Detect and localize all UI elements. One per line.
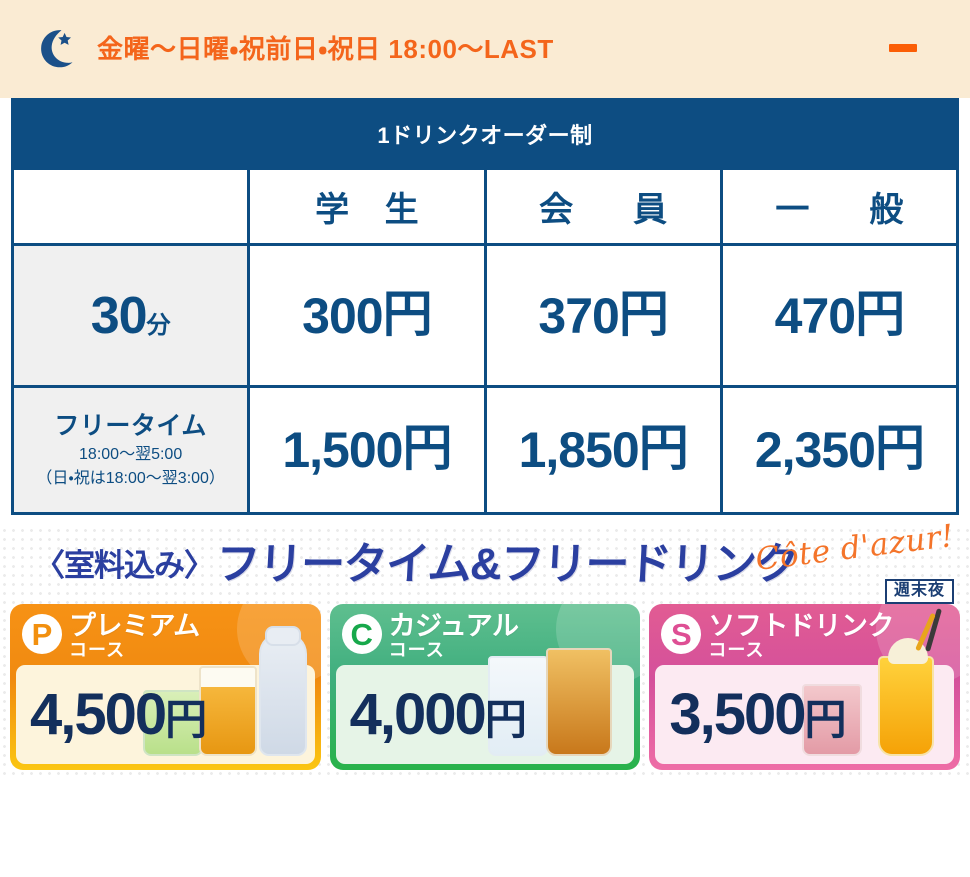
price-cell-freetime-general: 2,350円 (719, 385, 960, 515)
column-header-general: 一 般 (719, 167, 960, 246)
header-title: 金曜〜日曜・祝前日・祝日 18:00〜LAST (97, 34, 554, 64)
course-price: 4,000円 (350, 685, 527, 744)
column-header-blank (10, 167, 251, 246)
course-card-header: C カジュアル コース (330, 604, 641, 684)
course-badge-p: P (22, 614, 62, 654)
course-price-value: 4,500 (30, 681, 167, 747)
row-label-freetime: フリータイム 18:00〜翌5:00 （日・祝は18:00〜翌3:00） (10, 385, 251, 515)
course-badge-s: S (661, 614, 702, 654)
row-label-30min-unit: 分 (146, 311, 171, 339)
course-name: プレミアム (69, 611, 200, 641)
beer-glass-icon (198, 666, 257, 756)
price-table-wrapper: 1ドリンクオーダー制 学 生 会 員 一 般 30分 300円 370円 (0, 98, 970, 515)
promo-headline-bracket: 〈室料込み〉 (34, 547, 215, 583)
course-name: ソフトドリンク (708, 611, 894, 641)
price-value: 370 (538, 287, 619, 344)
course-price: 3,500円 (669, 685, 847, 744)
price-value: 300 (302, 287, 383, 344)
course-price-yen: 円 (804, 695, 847, 743)
price-unit: 円 (402, 420, 452, 476)
price-cell-freetime-member: 1,850円 (483, 385, 723, 515)
price-unit: 円 (874, 420, 925, 476)
column-header-member: 会 員 (483, 167, 723, 246)
mango-float-glass-icon (878, 656, 935, 756)
promo-banner: 〈室料込み〉 フリータイム&フリードリンク Côte d'azur! 週末夜 P… (0, 518, 970, 780)
row-label-freetime-subline-1: 18:00〜翌5:00 (79, 446, 183, 464)
course-card-body: 4,500円 (16, 626, 315, 764)
row-label-30min-value: 30 (90, 286, 148, 345)
course-card-premium[interactable]: P プレミアム コース 4,500円 (10, 604, 321, 770)
cote-dazur-logo: Côte d'azur! (753, 517, 956, 578)
table-header-row: 学 生 会 員 一 般 (10, 167, 960, 246)
price-cell-30min-general: 470円 (719, 243, 960, 388)
course-card-header: S ソフトドリンク コース (649, 604, 961, 684)
promo-headline: 〈室料込み〉 フリータイム&フリードリンク Côte d'azur! 週末夜 (0, 518, 970, 604)
course-subtitle: コース (708, 639, 765, 660)
price-value: 2,350 (754, 422, 876, 478)
table-banner-row: 1ドリンクオーダー制 (11, 98, 959, 170)
course-card-body: 4,000円 (335, 648, 635, 764)
schedule-header-bar[interactable]: 金曜〜日曜・祝前日・祝日 18:00〜LAST (0, 0, 970, 98)
brand-logo-block: Côte d'azur! 週末夜 (754, 518, 956, 604)
course-card-soft-drink[interactable]: S ソフトドリンク コース 3,500円 (649, 604, 961, 770)
price-unit: 円 (638, 420, 689, 476)
price-value: 470 (774, 287, 856, 344)
crescent-moon-star-icon (41, 30, 73, 68)
course-price-yen: 円 (484, 695, 527, 743)
oolong-highball-mug-icon (546, 648, 613, 756)
course-price-value: 4,000 (349, 681, 487, 747)
one-drink-order-banner: 1ドリンクオーダー制 (11, 98, 959, 170)
column-header-student: 学 生 (247, 167, 487, 246)
course-subtitle: コース (388, 639, 445, 660)
course-card-body: 3,500円 (655, 608, 955, 764)
price-unit: 円 (382, 285, 433, 342)
course-header-text: プレミアム コース (69, 611, 200, 660)
price-unit: 円 (855, 285, 905, 342)
row-label-freetime-subline-2: （日・祝は18:00〜翌3:00） (36, 469, 225, 487)
table-row: フリータイム 18:00〜翌5:00 （日・祝は18:00〜翌3:00） 1,5… (10, 385, 960, 515)
course-subtitle: コース (69, 639, 126, 660)
price-value: 1,500 (282, 422, 403, 478)
course-price-yen: 円 (165, 695, 208, 743)
course-price-value: 3,500 (669, 681, 806, 747)
table-row: 30分 300円 370円 470円 (10, 243, 960, 388)
course-card-header: P プレミアム コース (10, 604, 321, 684)
course-badge-c: C (341, 614, 382, 654)
course-price: 4,500円 (30, 685, 208, 744)
promo-headline-main: フリータイム&フリードリンク (214, 540, 800, 589)
price-value: 1,850 (518, 422, 640, 478)
price-cell-30min-member: 370円 (483, 243, 723, 388)
course-name: カジュアル (388, 611, 519, 641)
weekend-night-badge: 週末夜 (884, 579, 954, 604)
course-header-text: ソフトドリンク コース (708, 611, 894, 660)
collapse-minus-icon[interactable] (889, 44, 917, 52)
course-card-casual[interactable]: C カジュアル コース 4,000円 (329, 604, 641, 770)
price-table: 1ドリンクオーダー制 学 生 会 員 一 般 30分 300円 370円 (10, 98, 960, 515)
course-header-text: カジュアル コース (388, 611, 519, 660)
course-card-list: P プレミアム コース 4,500円 C (0, 604, 970, 770)
price-cell-freetime-student: 1,500円 (247, 385, 487, 515)
row-label-freetime-title: フリータイム (54, 411, 207, 440)
row-label-30min: 30分 (10, 243, 251, 388)
price-cell-30min-student: 300円 (247, 243, 487, 388)
price-unit: 円 (618, 285, 669, 342)
